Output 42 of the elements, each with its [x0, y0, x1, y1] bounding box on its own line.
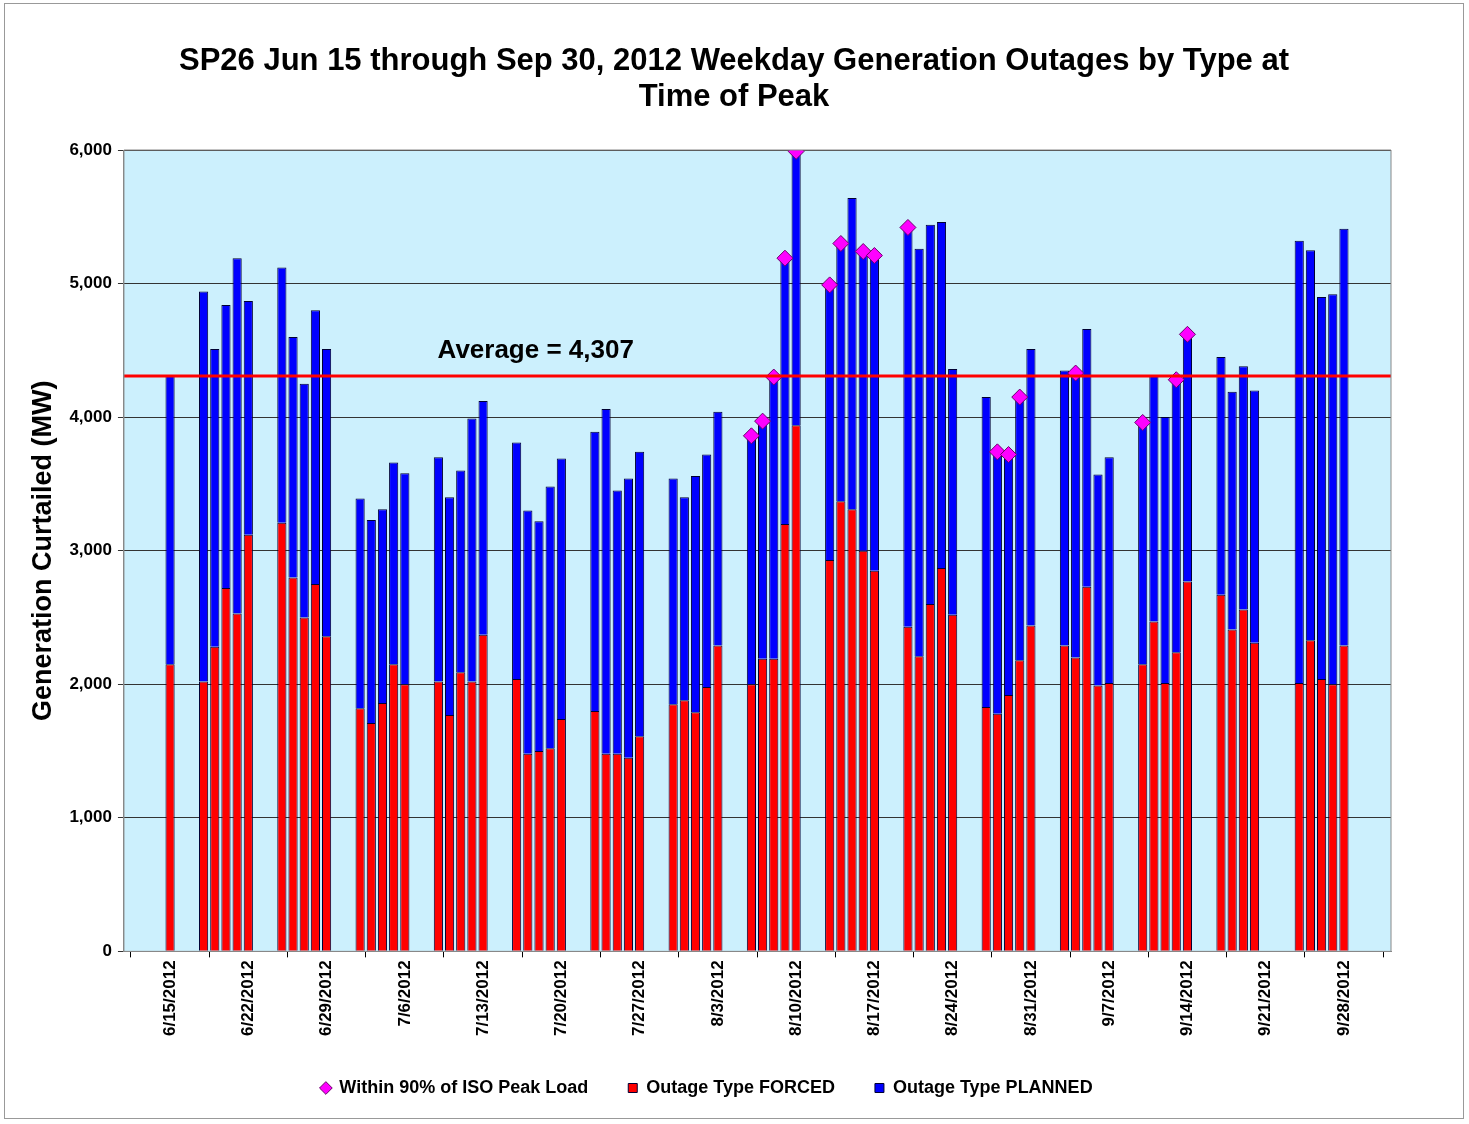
x-tick-label: 9/14/2012 [1177, 960, 1197, 1037]
y-tick-label: 5,000 [69, 273, 112, 293]
x-tick-label: 9/21/2012 [1255, 960, 1275, 1037]
y-axis-title: Generation Curtailed (MW) [26, 380, 57, 721]
x-tick-label: 8/3/2012 [707, 960, 727, 1027]
x-tick-label: 8/31/2012 [1020, 960, 1040, 1037]
point [776, 249, 794, 267]
point [1178, 325, 1196, 343]
y-tick-label: 0 [102, 941, 112, 961]
x-tick-label: 6/22/2012 [238, 960, 258, 1037]
x-tick-label: 7/13/2012 [472, 960, 492, 1037]
y-tick-label: 2,000 [69, 673, 112, 693]
y-tick-label: 6,000 [69, 139, 112, 159]
point [754, 412, 772, 430]
chart-title: SP26 Jun 15 through Sep 30, 2012 Weekday Generation Outages by Type at Time of Peak [177, 42, 1291, 114]
legend-label: Within 90% of ISO Peak Load [339, 1076, 589, 1097]
x-tick-label: 6/15/2012 [159, 960, 179, 1037]
y-tick-label: 3,000 [69, 540, 112, 560]
x-tick-label: 9/7/2012 [1098, 960, 1118, 1027]
point [821, 276, 839, 294]
legend-label: Outage Type FORCED [646, 1076, 835, 1097]
point [865, 247, 883, 265]
point [1134, 413, 1152, 431]
x-tick-label: 6/29/2012 [316, 960, 336, 1037]
point [1000, 446, 1018, 464]
point [832, 234, 850, 252]
point [988, 443, 1006, 461]
x-tick-label: 8/17/2012 [864, 960, 884, 1037]
y-tick-label: 4,000 [69, 406, 112, 426]
y-tick-label: 1,000 [69, 807, 112, 827]
ref-line-label: Average = 4,307 [437, 334, 634, 365]
point [854, 243, 872, 261]
point [899, 218, 917, 236]
point [742, 427, 760, 445]
x-tick-label: 7/20/2012 [551, 960, 571, 1037]
x-tick-label: 7/6/2012 [394, 960, 414, 1027]
legend-label: Outage Type PLANNED [892, 1076, 1093, 1097]
point [1011, 388, 1029, 406]
x-tick-label: 8/24/2012 [942, 960, 962, 1037]
x-tick-label: 9/28/2012 [1333, 960, 1353, 1037]
x-tick-label: 7/27/2012 [629, 960, 649, 1037]
x-tick-label: 8/10/2012 [785, 960, 805, 1037]
